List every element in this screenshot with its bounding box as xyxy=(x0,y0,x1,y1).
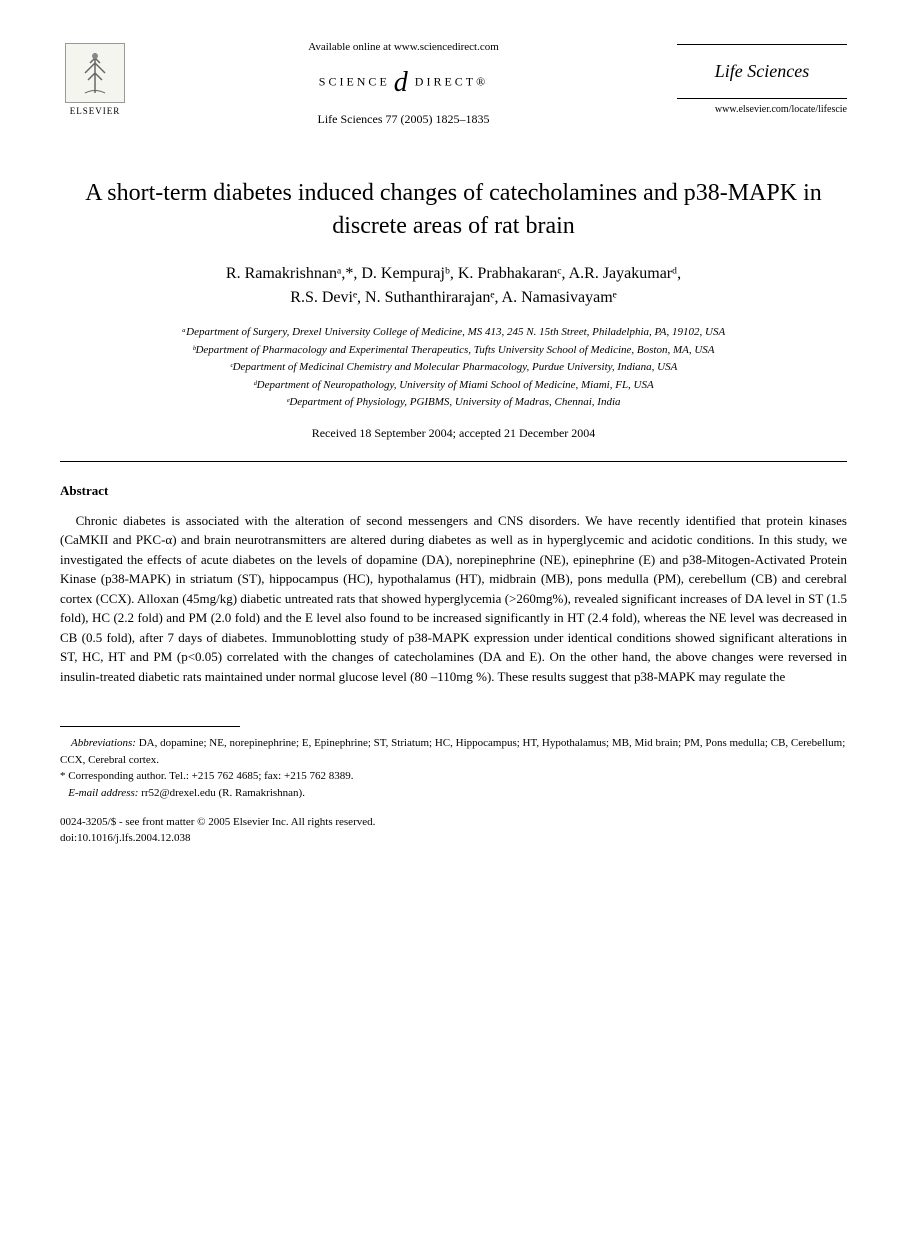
journal-name: Life Sciences xyxy=(677,49,847,94)
journal-url: www.elsevier.com/locate/lifescie xyxy=(677,103,847,117)
article-dates: Received 18 September 2004; accepted 21 … xyxy=(60,425,847,442)
affiliation-e: ᵉDepartment of Physiology, PGIBMS, Unive… xyxy=(60,394,847,411)
sd-left: SCIENCE xyxy=(319,75,390,89)
email-value: rr52@drexel.edu (R. Ramakrishnan). xyxy=(138,787,305,799)
footnote-divider xyxy=(60,726,240,727)
citation-line: Life Sciences 77 (2005) 1825–1835 xyxy=(150,111,657,128)
journal-rule-bottom xyxy=(677,98,847,99)
article-title: A short-term diabetes induced changes of… xyxy=(60,177,847,242)
authors-line-1: R. Ramakrishnanᵃ,*, D. Kempurajᵇ, K. Pra… xyxy=(60,262,847,286)
affiliation-c: ᶜDepartment of Medicinal Chemistry and M… xyxy=(60,359,847,376)
center-header: Available online at www.sciencedirect.co… xyxy=(130,40,677,127)
abbreviations-text: DA, dopamine; NE, norepinephrine; E, Epi… xyxy=(60,737,845,766)
journal-box: Life Sciences www.elsevier.com/locate/li… xyxy=(677,40,847,117)
sd-d-icon: d xyxy=(394,63,411,102)
abbreviations-label: Abbreviations: xyxy=(71,737,136,749)
science-direct-logo: SCIENCE d DIRECT® xyxy=(150,63,657,102)
affiliation-d: ᵈDepartment of Neuropathology, Universit… xyxy=(60,377,847,394)
abbreviations-line: Abbreviations: DA, dopamine; NE, norepin… xyxy=(60,735,847,768)
footnotes-block: Abbreviations: DA, dopamine; NE, norepin… xyxy=(60,735,847,801)
elsevier-tree-icon xyxy=(65,43,125,103)
publisher-logo: ELSEVIER xyxy=(60,40,130,120)
available-online-text: Available online at www.sciencedirect.co… xyxy=(150,40,657,55)
sd-right: DIRECT® xyxy=(415,75,488,89)
corresponding-author: * Corresponding author. Tel.: +215 762 4… xyxy=(60,768,847,785)
publisher-name: ELSEVIER xyxy=(70,105,121,118)
affiliations-block: ᵃDepartment of Surgery, Drexel Universit… xyxy=(60,324,847,411)
copyright-block: 0024-3205/$ - see front matter © 2005 El… xyxy=(60,815,847,846)
page-header: ELSEVIER Available online at www.science… xyxy=(60,40,847,127)
copyright-line1: 0024-3205/$ - see front matter © 2005 El… xyxy=(60,815,847,830)
email-line: E-mail address: rr52@drexel.edu (R. Rama… xyxy=(60,785,847,802)
section-divider xyxy=(60,461,847,462)
abstract-heading: Abstract xyxy=(60,482,847,500)
authors-block: R. Ramakrishnanᵃ,*, D. Kempurajᵇ, K. Pra… xyxy=(60,262,847,310)
authors-line-2: R.S. Deviᵉ, N. Suthanthirarajanᵉ, A. Nam… xyxy=(60,286,847,310)
doi-line: doi:10.1016/j.lfs.2004.12.038 xyxy=(60,831,847,846)
journal-rule-top xyxy=(677,44,847,45)
email-label: E-mail address: xyxy=(68,787,138,799)
affiliation-a: ᵃDepartment of Surgery, Drexel Universit… xyxy=(60,324,847,341)
affiliation-b: ᵇDepartment of Pharmacology and Experime… xyxy=(60,342,847,359)
abstract-text: Chronic diabetes is associated with the … xyxy=(60,511,847,687)
